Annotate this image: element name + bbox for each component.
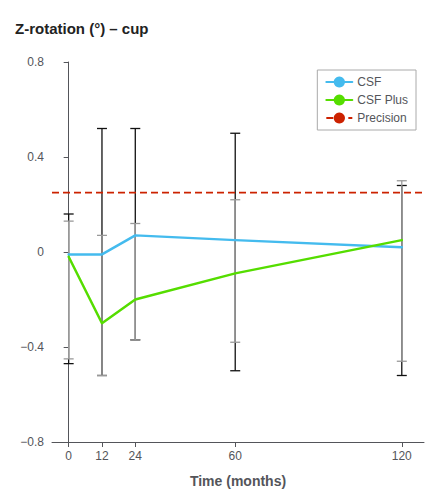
svg-text:Time (months): Time (months) <box>190 473 286 489</box>
svg-text:0.8: 0.8 <box>27 55 44 69</box>
svg-text:24: 24 <box>129 449 143 463</box>
svg-text:Precision: Precision <box>357 111 406 125</box>
svg-text:−0.4: −0.4 <box>20 340 44 354</box>
svg-text:CSF Plus: CSF Plus <box>357 93 408 107</box>
svg-text:60: 60 <box>229 449 243 463</box>
svg-text:CSF: CSF <box>357 75 381 89</box>
svg-text:−0.8: −0.8 <box>20 435 44 449</box>
svg-text:12: 12 <box>95 449 109 463</box>
svg-text:0: 0 <box>65 449 72 463</box>
svg-text:120: 120 <box>392 449 412 463</box>
svg-text:Z-rotation (°) – cup: Z-rotation (°) – cup <box>15 20 148 37</box>
svg-text:0.4: 0.4 <box>27 150 44 164</box>
svg-text:0: 0 <box>37 245 44 259</box>
